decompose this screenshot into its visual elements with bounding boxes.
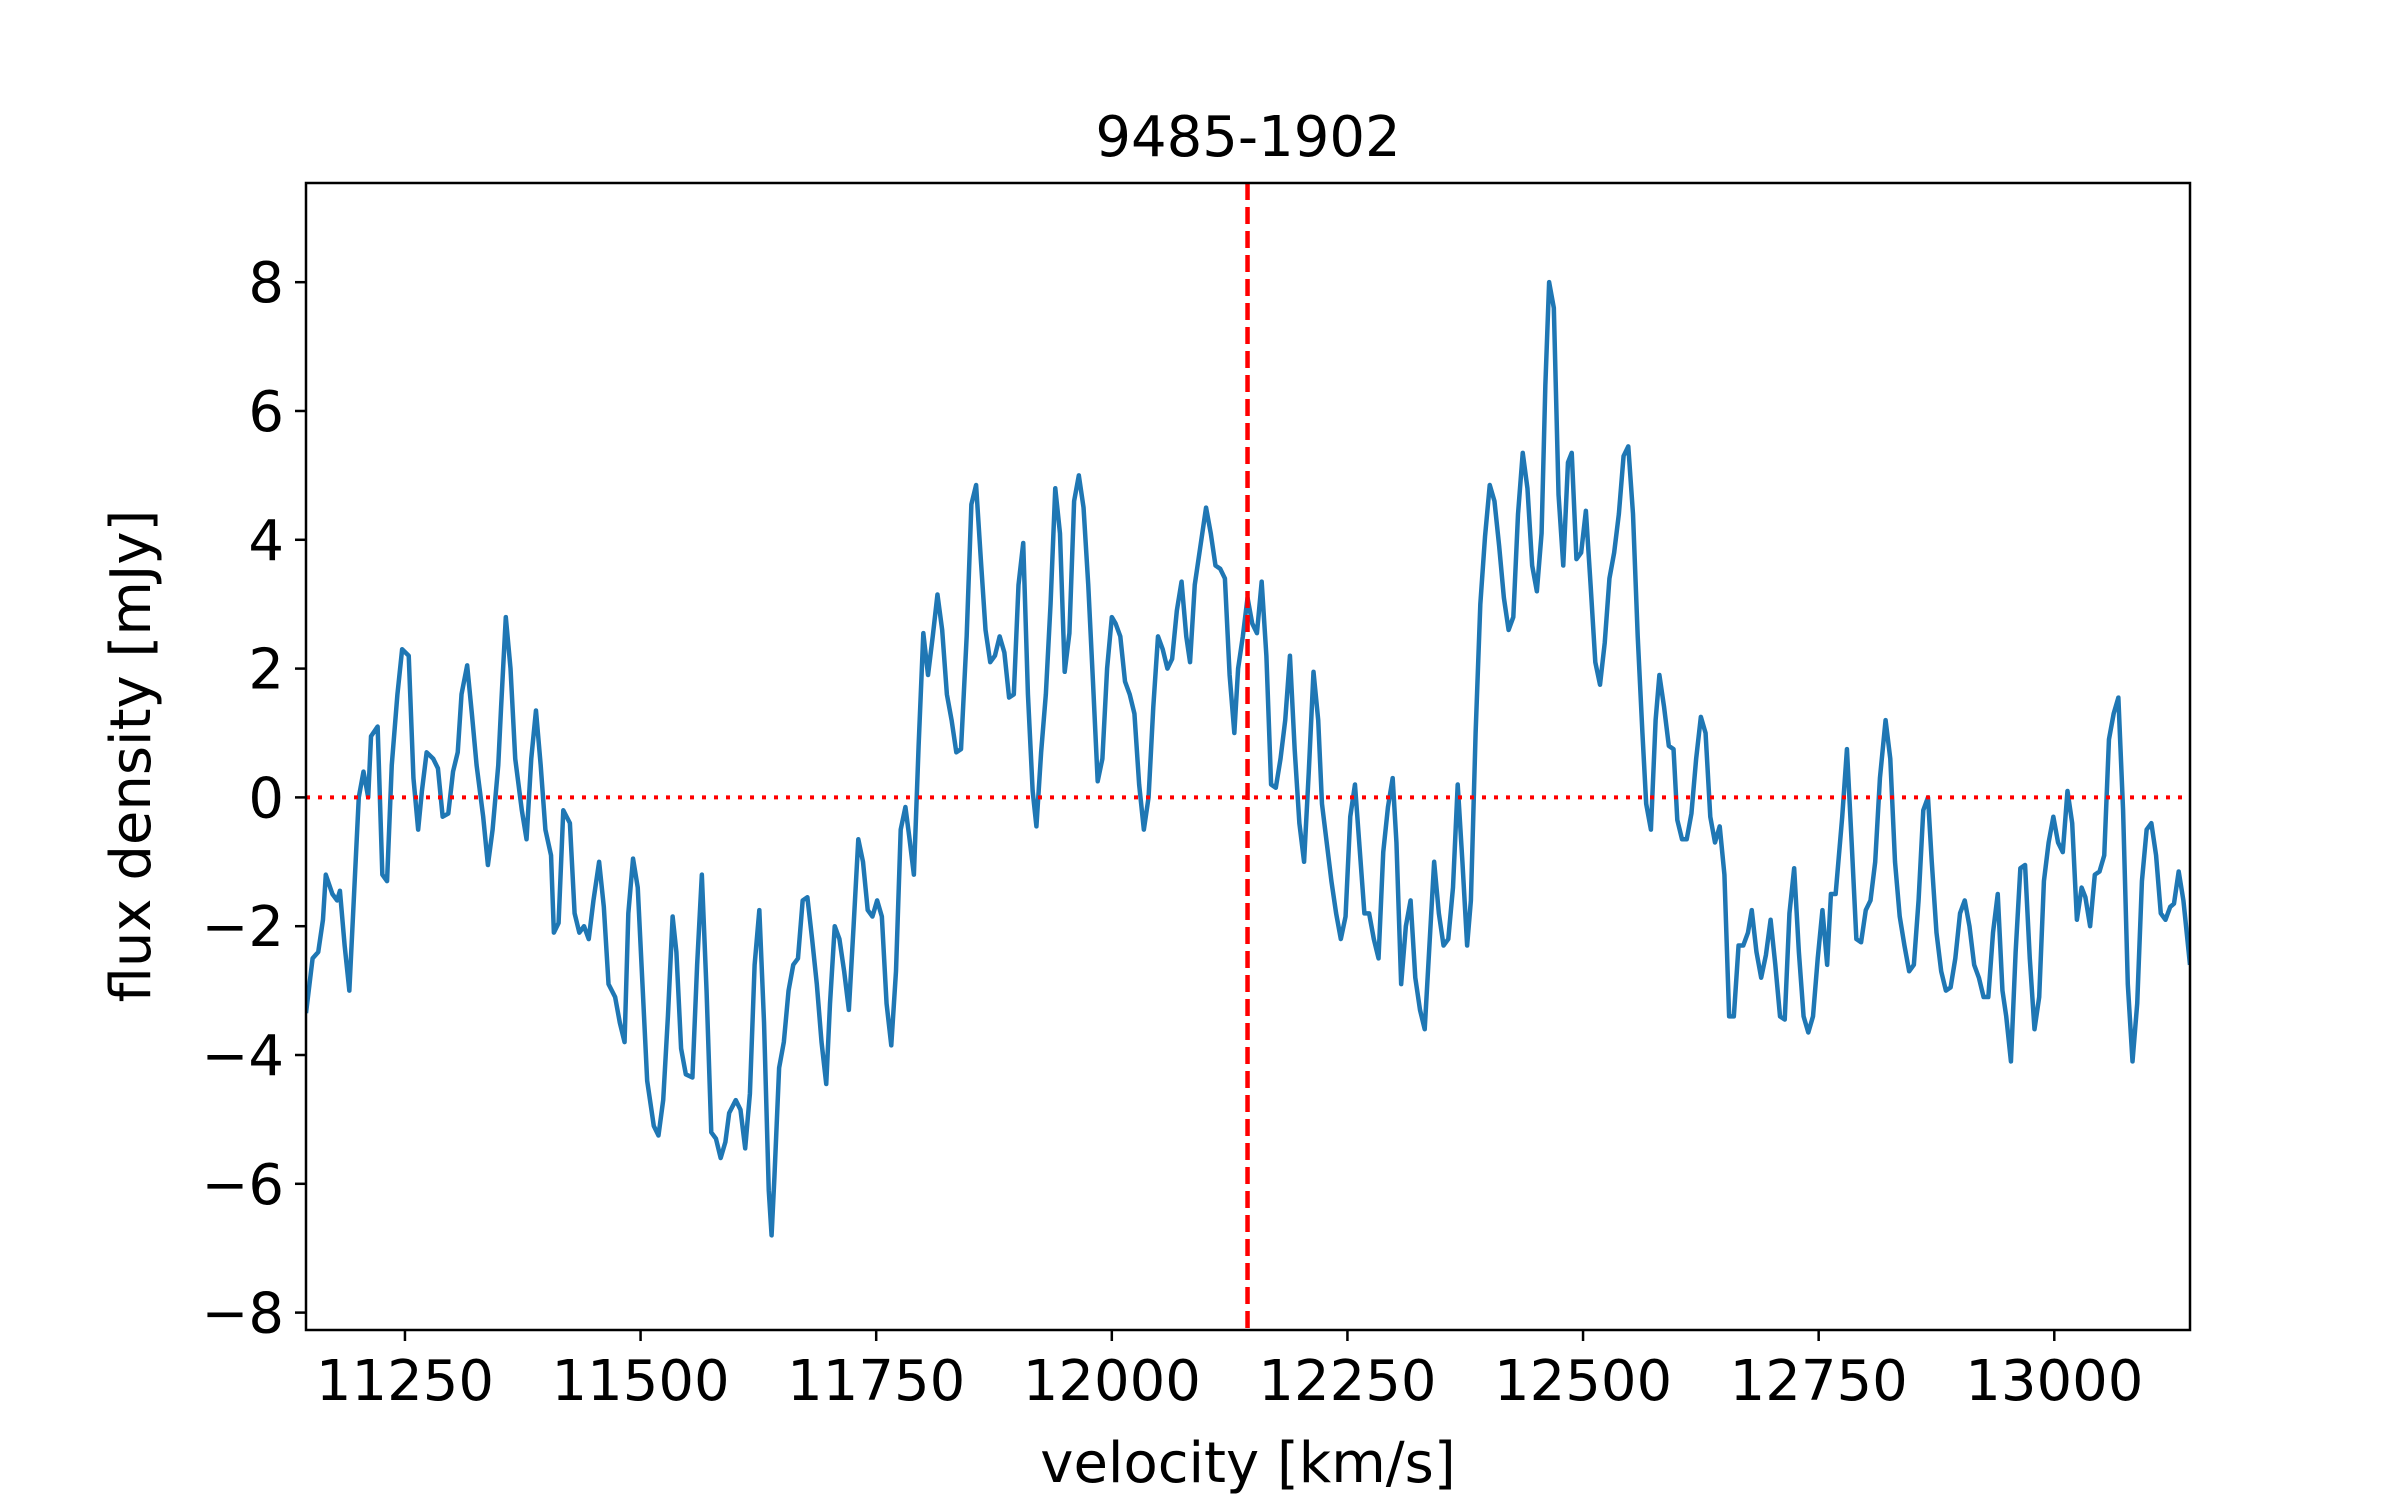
x-tick-label: 11250 (316, 1349, 494, 1414)
y-tick-label: 8 (248, 251, 284, 316)
y-tick-label: −4 (201, 1024, 284, 1089)
y-tick-label: 2 (248, 638, 284, 703)
x-tick-label: 12500 (1494, 1349, 1672, 1414)
x-tick-label: 12000 (1023, 1349, 1201, 1414)
x-tick-label: 12250 (1258, 1349, 1436, 1414)
x-tick-label: 13000 (1965, 1349, 2143, 1414)
y-tick-label: −2 (201, 895, 284, 960)
y-tick-label: 0 (248, 766, 284, 831)
x-axis-label: velocity [km/s] (1040, 1431, 1455, 1496)
y-tick-label: 6 (248, 380, 284, 445)
chart-title: 9485-1902 (1095, 105, 1400, 170)
x-tick-label: 11750 (787, 1349, 965, 1414)
y-tick-label: −6 (201, 1153, 284, 1218)
y-tick-label: −8 (201, 1282, 284, 1347)
plot-area (306, 183, 2190, 1330)
y-tick-label: 4 (248, 509, 284, 574)
y-axis-label: flux density [mJy] (99, 510, 164, 1003)
plot-frame (304, 181, 2192, 1332)
x-tick-label: 12750 (1730, 1349, 1908, 1414)
x-tick-label: 11500 (551, 1349, 729, 1414)
spectrum-line (306, 279, 2190, 1238)
